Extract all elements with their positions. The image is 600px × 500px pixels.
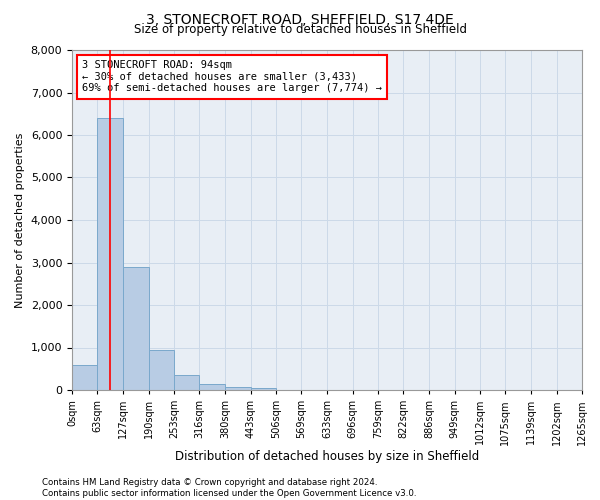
- Text: Contains HM Land Registry data © Crown copyright and database right 2024.
Contai: Contains HM Land Registry data © Crown c…: [42, 478, 416, 498]
- Text: 3 STONECROFT ROAD: 94sqm
← 30% of detached houses are smaller (3,433)
69% of sem: 3 STONECROFT ROAD: 94sqm ← 30% of detach…: [82, 60, 382, 94]
- Bar: [251, 388, 276, 390]
- Text: Size of property relative to detached houses in Sheffield: Size of property relative to detached ho…: [133, 22, 467, 36]
- Text: 3, STONECROFT ROAD, SHEFFIELD, S17 4DE: 3, STONECROFT ROAD, SHEFFIELD, S17 4DE: [146, 12, 454, 26]
- Y-axis label: Number of detached properties: Number of detached properties: [15, 132, 25, 308]
- Bar: [174, 375, 199, 390]
- Bar: [225, 387, 251, 390]
- Bar: [97, 118, 123, 390]
- X-axis label: Distribution of detached houses by size in Sheffield: Distribution of detached houses by size …: [175, 450, 479, 463]
- Bar: [199, 384, 225, 390]
- Bar: [123, 267, 149, 390]
- Bar: [72, 364, 97, 390]
- Bar: [149, 350, 174, 390]
